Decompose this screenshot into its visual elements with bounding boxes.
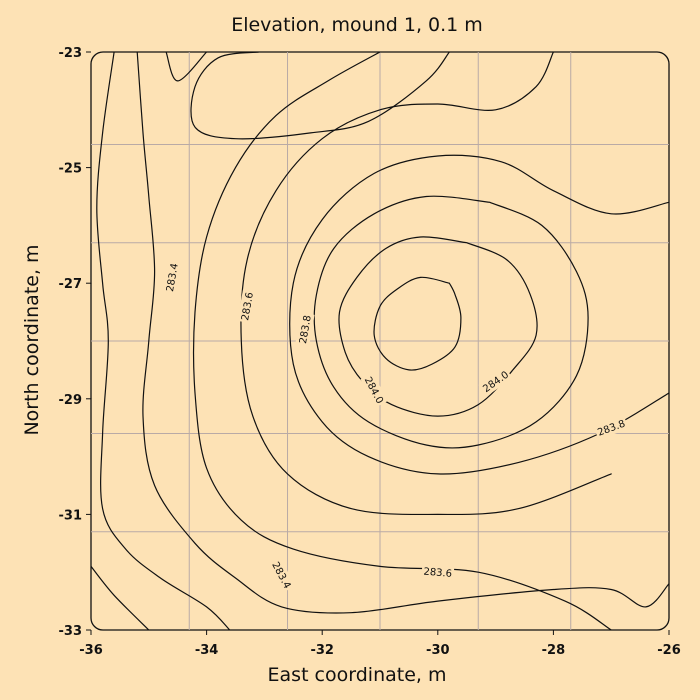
contour-label-text: 283.6 xyxy=(240,291,256,321)
y-axis-label: North coordinate, m xyxy=(21,244,43,435)
x-tick-label: -30 xyxy=(426,643,450,658)
contour-label-text: 283.8 xyxy=(298,315,314,345)
contour-line-284 xyxy=(338,236,538,417)
y-tick-label: -25 xyxy=(59,162,83,177)
contour-line-283-5 xyxy=(136,52,669,614)
contour-label-text: 283.4 xyxy=(165,263,181,293)
x-tick-label: -34 xyxy=(195,643,219,658)
contour-label: 283.6 xyxy=(421,563,455,581)
contour-line-283-3 xyxy=(91,282,92,400)
contour-label-bg xyxy=(162,260,182,295)
contour-line-283-7 xyxy=(240,52,612,516)
x-tick-label: -26 xyxy=(657,643,681,658)
y-tick-label: -33 xyxy=(59,624,83,639)
contour-label-bg xyxy=(593,415,629,440)
x-tick-label: -36 xyxy=(79,643,103,658)
contour-line-283-4 xyxy=(96,52,231,630)
contour-label: 283.6 xyxy=(237,289,257,324)
contour-label: 283.4 xyxy=(162,260,182,295)
contour-line-283-8 xyxy=(165,52,208,82)
y-tick-label: -23 xyxy=(59,46,83,61)
contour-line-283-3 xyxy=(91,565,150,630)
contour-line-283-6 xyxy=(192,52,612,630)
contour-label-bg xyxy=(237,289,257,324)
y-tick-label: -31 xyxy=(59,508,83,523)
contour-line-284-1 xyxy=(373,276,462,371)
contour-line-283-9 xyxy=(313,195,589,449)
x-axis-label: East coordinate, m xyxy=(268,664,447,686)
contour-label-bg xyxy=(478,366,513,397)
contour-label-bg xyxy=(421,563,455,581)
y-tick-label: -27 xyxy=(59,277,83,292)
contour-label-bg xyxy=(360,372,388,408)
x-tick-label: -28 xyxy=(542,643,566,658)
contour-label-bg xyxy=(268,557,296,593)
contour-label: 283.8 xyxy=(295,312,315,347)
x-tick-label: -32 xyxy=(310,643,334,658)
chart-title: Elevation, mound 1, 0.1 m xyxy=(231,14,483,36)
contour-line-283-8 xyxy=(289,154,669,475)
contour-label-bg xyxy=(295,312,315,347)
contour-line-283-7 xyxy=(190,52,450,140)
contour-label-text: 283.6 xyxy=(423,566,452,579)
y-tick-label: -29 xyxy=(59,393,83,408)
